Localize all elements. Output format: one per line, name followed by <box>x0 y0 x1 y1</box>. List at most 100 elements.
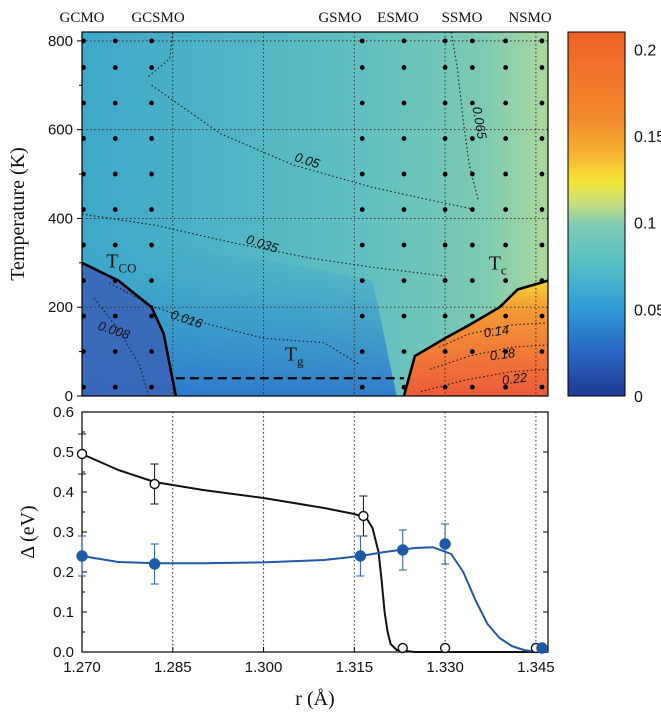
sample-dot-3-1 <box>359 349 365 355</box>
top-y-tick-label-2: 400 <box>48 210 73 227</box>
top-y-axis-title: Temperature (K) <box>7 147 29 281</box>
material-label-0: GCMO <box>59 10 104 26</box>
contour-label-4: 0.065 <box>469 105 490 140</box>
sample-dot-5-0 <box>442 384 448 390</box>
colorbar-gradient <box>567 31 626 397</box>
sample-dot-4-2 <box>401 313 407 319</box>
sample-dot-7-1 <box>503 349 509 355</box>
sample-dot-2-2 <box>149 313 154 319</box>
sample-dot-3-10 <box>359 38 365 44</box>
region-label-0: TCO <box>106 250 136 275</box>
contour-label-7: 0.22 <box>501 369 529 387</box>
sample-dot-7-10 <box>503 38 509 44</box>
region-label-1: Tg <box>285 343 304 368</box>
fit-curves <box>81 453 549 653</box>
data-point-1-1 <box>148 558 161 570</box>
sample-dot-0-0 <box>82 384 86 390</box>
contour-line-6 <box>438 322 548 348</box>
sample-dot-7-6 <box>503 171 509 177</box>
sample-dot-2-0 <box>149 384 154 390</box>
sample-dot-2-7 <box>149 136 154 141</box>
sample-dot-5-3 <box>442 278 448 283</box>
sample-dot-1-8 <box>112 100 118 106</box>
sample-dot-6-3 <box>469 278 475 283</box>
contour-label-5: 0.14 <box>483 322 510 340</box>
sample-dot-8-8 <box>539 100 545 106</box>
sample-dot-2-1 <box>149 349 154 355</box>
sample-dot-1-5 <box>112 207 118 212</box>
sample-dot-8-10 <box>539 38 545 44</box>
contour-line-2 <box>82 213 446 277</box>
sample-dot-0-9 <box>82 65 86 70</box>
colorbar: 0 0.05 0.1 0.15 0.2 <box>567 31 661 406</box>
bottom-y-tick-label-3: 0.3 <box>53 524 74 541</box>
contour-line-0 <box>93 298 150 396</box>
sample-dot-0-5 <box>82 207 86 212</box>
sample-dot-4-3 <box>401 278 407 283</box>
bottom-x-tick-label-1: 1.285 <box>154 659 192 676</box>
sample-dot-3-5 <box>359 207 365 212</box>
data-point-0-4 <box>439 642 451 654</box>
top-plot-frame <box>81 31 549 397</box>
sample-dot-6-2 <box>469 313 475 319</box>
data-point-0-1 <box>149 478 160 490</box>
sample-dot-3-9 <box>359 65 365 70</box>
sample-dot-7-7 <box>503 136 509 141</box>
data-point-0-2 <box>358 510 369 522</box>
top-y-axis: 0 200 400 600 800 <box>48 33 82 405</box>
sample-dot-3-0 <box>359 384 365 390</box>
sample-dot-2-6 <box>149 171 154 177</box>
sample-dot-4-7 <box>401 136 407 141</box>
bottom-x-tick-label-5: 1.345 <box>517 659 555 676</box>
material-labels: GCMO GCSMO GSMO ESMO SSMO NSMO <box>59 10 551 26</box>
bottom-x-tick-label-0: 1.270 <box>63 659 101 676</box>
sample-dot-1-1 <box>112 349 118 355</box>
sample-dot-1-9 <box>112 65 118 70</box>
sample-dot-1-7 <box>112 136 118 141</box>
sample-dot-8-1 <box>539 349 545 355</box>
region-label-2: Tc <box>489 252 507 277</box>
bottom-x-axis-title: r (Å) <box>295 688 334 710</box>
sample-dot-4-8 <box>401 100 407 106</box>
charge-order-region <box>82 262 176 396</box>
bottom-y-axis-title: Δ (eV) <box>17 505 39 558</box>
data-point-0-3 <box>397 642 408 654</box>
sample-dot-2-9 <box>149 65 154 70</box>
sample-dot-8-0 <box>539 384 545 390</box>
bottom-vertical-lines <box>172 412 537 652</box>
sample-dot-2-10 <box>149 38 154 44</box>
sample-dot-2-3 <box>149 278 154 283</box>
high-value-region <box>403 280 548 396</box>
sample-dot-5-1 <box>442 349 448 355</box>
sample-dot-0-4 <box>82 242 86 248</box>
sample-dot-5-8 <box>442 100 448 106</box>
sample-dot-8-7 <box>539 136 545 141</box>
material-label-5: NSMO <box>508 10 552 26</box>
sample-dot-3-4 <box>359 242 365 248</box>
colorbar-ticks: 0 0.05 0.1 0.15 0.2 <box>634 42 661 406</box>
sample-dot-6-7 <box>469 136 475 141</box>
sample-dot-4-6 <box>401 171 407 177</box>
sample-dot-7-4 <box>503 242 509 248</box>
sample-dot-1-2 <box>112 313 118 319</box>
bottom-axes: 0.0 0.1 0.2 0.3 0.4 0.5 0.6 1.270 1.285 1.300 1.31… <box>53 404 555 676</box>
data-point-0-0 <box>76 448 88 460</box>
sample-dot-6-4 <box>469 242 475 248</box>
sample-dot-7-2 <box>503 313 509 319</box>
data-point-1-2 <box>354 550 367 562</box>
sample-dot-5-2 <box>442 313 448 319</box>
sample-dot-4-9 <box>401 65 407 70</box>
sample-dot-0-10 <box>82 38 86 44</box>
sample-dot-1-4 <box>112 242 118 248</box>
bottom-y-tick-label-0: 0.0 <box>53 644 74 661</box>
sample-dot-0-3 <box>82 278 86 283</box>
sample-dot-0-6 <box>82 171 86 177</box>
colorbar-tick-2: 0.1 <box>634 216 656 233</box>
sample-dot-3-7 <box>359 136 365 141</box>
fit-curve-1 <box>81 546 549 653</box>
material-label-3: ESMO <box>377 10 419 26</box>
top-y-tick-label-3: 600 <box>48 122 73 139</box>
contour-line-7 <box>429 344 548 370</box>
